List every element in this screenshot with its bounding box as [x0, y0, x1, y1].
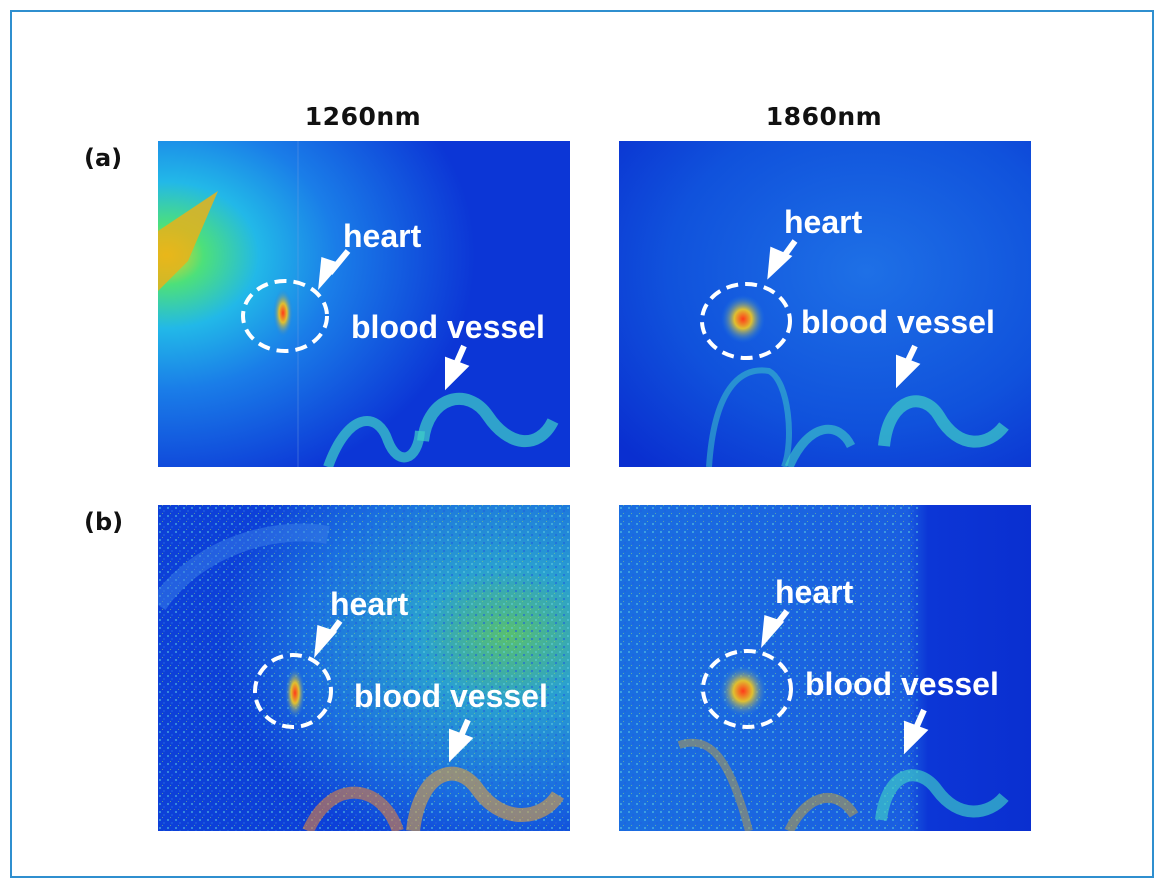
- heart-label: heart: [784, 204, 863, 240]
- dashed-circle-icon: [700, 282, 792, 360]
- arrow-icon: [896, 344, 921, 389]
- arrow-icon: [761, 609, 790, 649]
- blood-vessel-label: blood vessel: [801, 304, 995, 340]
- arrow-icon: [767, 239, 798, 280]
- dashed-circle-icon: [701, 649, 793, 729]
- row-label-b: (b): [84, 508, 124, 536]
- blood-vessel-label: blood vessel: [805, 666, 999, 702]
- heart-label: heart: [330, 586, 409, 622]
- row-label-a: (a): [84, 144, 123, 172]
- heart-label: heart: [775, 574, 854, 610]
- image-panel-b-1860nm: heart blood vessel: [619, 505, 1031, 831]
- heart-label: heart: [343, 218, 422, 254]
- image-panel-a-1860nm: heart blood vessel: [619, 141, 1031, 467]
- blood-vessel-label: blood vessel: [354, 678, 548, 714]
- blood-vessel-label: blood vessel: [351, 309, 545, 345]
- image-panel-a-1260nm: heart blood vessel: [158, 141, 570, 467]
- column-label-1260nm: 1260nm: [304, 102, 422, 131]
- arrow-icon: [445, 344, 470, 391]
- dashed-circle-icon: [253, 653, 333, 729]
- arrow-icon: [904, 708, 929, 755]
- image-panel-b-1260nm: heart blood vessel: [158, 505, 570, 831]
- arrow-icon: [318, 249, 351, 291]
- arrow-icon: [449, 718, 474, 763]
- dashed-circle-icon: [241, 279, 329, 353]
- arrow-icon: [314, 619, 343, 659]
- column-label-1860nm: 1860nm: [765, 102, 883, 131]
